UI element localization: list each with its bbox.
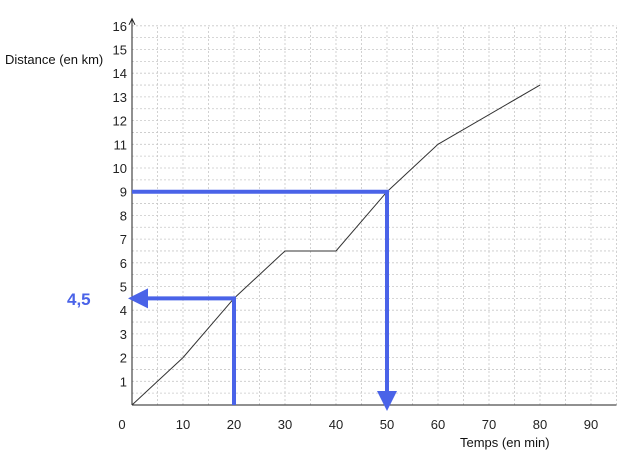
x-tick-label: 0: [118, 417, 125, 432]
y-tick-label: 14: [113, 66, 127, 81]
y-tick-label: 15: [113, 43, 127, 58]
x-tick-label: 20: [227, 417, 241, 432]
series-line: [131, 84, 541, 406]
y-tick-label: 8: [120, 208, 127, 223]
x-tick-label: 60: [431, 417, 445, 432]
axes: [128, 17, 617, 406]
x-tick-label: 50: [380, 417, 394, 432]
y-tick-label: 2: [120, 351, 127, 366]
x-tick-label: 10: [176, 417, 190, 432]
y-tick-label: 11: [114, 137, 128, 152]
guide-arrow-to-y-axis: [128, 288, 236, 405]
series: [131, 84, 541, 406]
y-tick-label: 6: [120, 256, 127, 271]
guide-arrow-to-x-axis: [132, 189, 397, 411]
y-tick-label: 16: [113, 19, 127, 34]
y-tick-label: 9: [120, 185, 127, 200]
x-tick-label: 30: [278, 417, 292, 432]
y-axis-label: Distance (en km): [5, 52, 103, 67]
x-tick-label: 40: [329, 417, 343, 432]
guides: [128, 189, 397, 411]
x-tick-label: 80: [533, 417, 547, 432]
x-tick-labels: 0 10 20 30 40 50 60 70 80 90: [118, 417, 598, 432]
annotation-value: 4,5: [67, 290, 91, 309]
y-tick-label: 12: [113, 114, 127, 129]
x-tick-label: 70: [482, 417, 496, 432]
grid: [132, 25, 617, 405]
y-tick-label: 5: [120, 280, 127, 295]
y-tick-label: 13: [113, 90, 127, 105]
y-tick-label: 3: [120, 327, 127, 342]
y-tick-label: 4: [120, 303, 127, 318]
y-tick-label: 10: [113, 161, 127, 176]
x-axis-label: Temps (en min): [460, 435, 550, 450]
x-tick-label: 90: [584, 417, 598, 432]
y-tick-label: 1: [120, 374, 127, 389]
y-axis-arrowhead: [128, 17, 136, 26]
y-tick-label: 7: [120, 232, 127, 247]
